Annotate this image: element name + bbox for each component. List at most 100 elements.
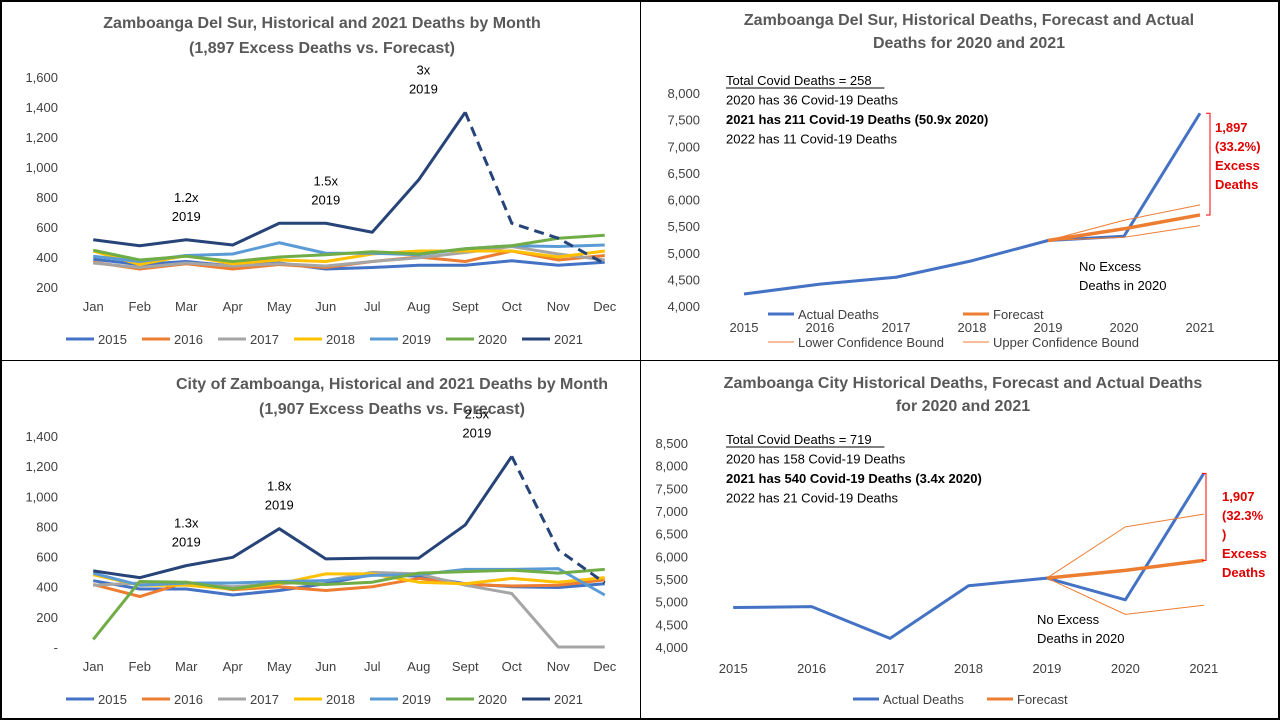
series-line-2021: [93, 111, 467, 248]
annotation-label: 2.5x: [465, 406, 490, 421]
series-line-3: [1046, 513, 1204, 579]
chart-zds-forecast: Zamboanga Del Sur, Historical Deaths, Fo…: [667, 12, 1260, 350]
legend-label: 2016: [174, 692, 203, 707]
x-tick-label: Jul: [364, 659, 381, 674]
x-tick-label: 2015: [730, 320, 759, 335]
series-line-2: [1047, 225, 1201, 242]
x-tick-label: 2020: [1110, 320, 1139, 335]
legend-label: 2015: [98, 332, 127, 347]
covid-note: 2020 has 36 Covid-19 Deaths: [726, 93, 899, 108]
y-tick-label: 6,000: [655, 549, 688, 564]
annotation-label: 1.5x: [313, 173, 338, 188]
excess-label: Excess: [1215, 158, 1260, 173]
covid-note: 2020 has 158 Covid-19 Deaths: [726, 452, 906, 467]
x-tick-label: 2020: [1111, 661, 1140, 676]
x-tick-label: Jun: [315, 659, 336, 674]
annotation-label: 1.8x: [267, 479, 292, 494]
annotation-label: 2019: [172, 209, 201, 224]
legend-label: 2017: [250, 332, 279, 347]
series-line-3: [1047, 204, 1201, 241]
annotation-label: 2019: [311, 192, 340, 207]
legend-label: Forecast: [1017, 692, 1068, 707]
x-tick-label: May: [267, 659, 292, 674]
x-tick-label: 2017: [876, 661, 905, 676]
x-tick-label: Apr: [223, 659, 244, 674]
panel-city-monthly: City of Zamboanga, Historical and 2021 D…: [0, 360, 641, 720]
chart-title-line: City of Zamboanga, Historical and 2021 D…: [176, 376, 608, 393]
x-tick-label: Feb: [129, 299, 151, 314]
series-line-2: [1046, 577, 1204, 615]
x-tick-label: Jun: [315, 299, 336, 314]
excess-label: (32.3%: [1222, 508, 1264, 523]
excess-label: Excess: [1222, 546, 1267, 561]
x-tick-label: Feb: [129, 659, 151, 674]
x-tick-label: Aug: [407, 299, 430, 314]
covid-note: 2021 has 211 Covid-19 Deaths (50.9x 2020…: [726, 112, 988, 127]
series-line-2018: [92, 572, 605, 591]
y-tick-label: 800: [36, 190, 58, 205]
y-tick-label: 7,000: [655, 504, 688, 519]
legend-label: 2019: [402, 332, 431, 347]
x-tick-label: Mar: [175, 659, 198, 674]
x-tick-label: Nov: [547, 299, 571, 314]
annotation-label: 2019: [409, 81, 438, 96]
chart-title-line: for 2020 and 2021: [896, 398, 1030, 415]
x-tick-label: Mar: [175, 299, 198, 314]
x-tick-label: 2017: [882, 320, 911, 335]
y-tick-label: 1,200: [25, 459, 58, 474]
legend-label: Upper Confidence Bound: [993, 335, 1139, 350]
series-line-2017: [93, 245, 605, 269]
x-tick-label: 2016: [806, 320, 835, 335]
excess-bracket: [1202, 472, 1207, 561]
y-tick-label: 200: [36, 280, 58, 295]
legend-label: 2017: [250, 692, 279, 707]
annotation-label: 3x: [417, 62, 431, 77]
x-tick-label: 2021: [1186, 320, 1215, 335]
covid-note: Total Covid Deaths = 258: [726, 73, 872, 88]
y-tick-label: 5,000: [667, 246, 700, 261]
legend-label: 2015: [98, 692, 127, 707]
series-line-2021-dashed: [463, 111, 606, 266]
y-tick-label: 1,400: [25, 100, 58, 115]
chart-title-line: (1,907 Excess Deaths vs. Forecast): [259, 401, 525, 418]
x-tick-label: Sept: [452, 659, 479, 674]
annotation-label: 1.3x: [174, 516, 199, 531]
excess-label: Deaths: [1215, 177, 1258, 192]
excess-label: Deaths: [1222, 565, 1265, 580]
x-tick-label: Dec: [593, 299, 617, 314]
y-tick-label: 1,000: [25, 489, 58, 504]
x-tick-label: Sept: [452, 299, 479, 314]
y-tick-label: 4,500: [667, 272, 700, 287]
annotation-label: 2019: [172, 535, 201, 550]
x-tick-label: Jan: [83, 659, 104, 674]
y-tick-label: 7,500: [655, 481, 688, 496]
series-line-1: [1046, 558, 1205, 580]
series-line-2021: [93, 455, 513, 580]
x-tick-label: Aug: [407, 659, 430, 674]
legend-label: Actual Deaths: [883, 692, 964, 707]
legend-label: 2018: [326, 692, 355, 707]
x-tick-label: 2019: [1032, 661, 1061, 676]
series-line-2015: [93, 257, 605, 271]
series-line-2020: [92, 233, 605, 263]
y-tick-label: 400: [36, 580, 58, 595]
chart-city-forecast: Zamboanga City Historical Deaths, Foreca…: [655, 375, 1267, 707]
no-excess-label: No Excess: [1079, 259, 1142, 274]
y-tick-label: 800: [36, 519, 58, 534]
series-line-1: [1047, 213, 1201, 243]
y-tick-label: 4,000: [667, 299, 700, 314]
x-tick-label: Apr: [223, 299, 244, 314]
y-tick-label: 8,500: [655, 436, 688, 451]
y-tick-label: 7,500: [667, 113, 700, 128]
legend-label: 2021: [554, 692, 583, 707]
annotation-label: 2019: [265, 498, 294, 513]
series-line-2021-dashed: [510, 455, 606, 585]
chart-title-line: Zamboanga Del Sur, Historical Deaths, Fo…: [744, 12, 1194, 29]
no-excess-label: Deaths in 2020: [1037, 631, 1124, 646]
excess-label: ): [1222, 527, 1226, 542]
chart-title-line: Zamboanga Del Sur, Historical and 2021 D…: [103, 15, 540, 32]
x-tick-label: 2016: [797, 661, 826, 676]
legend-label: Forecast: [993, 307, 1044, 322]
legend-label: 2020: [478, 692, 507, 707]
panel-zds-monthly: Zamboanga Del Sur, Historical and 2021 D…: [0, 0, 641, 361]
